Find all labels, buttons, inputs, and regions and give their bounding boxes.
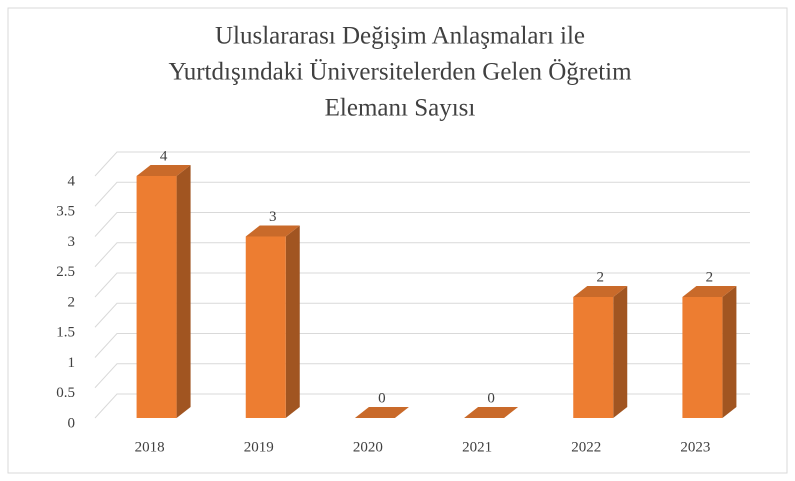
bar	[573, 286, 628, 418]
grid-line	[94, 212, 750, 237]
bar	[136, 165, 191, 418]
data-label: 4	[160, 148, 168, 164]
data-label: 0	[378, 390, 386, 406]
bar-front	[682, 297, 723, 418]
y-tick-label: 3.5	[56, 204, 75, 220]
bar-top	[354, 407, 409, 418]
grid-line	[94, 242, 750, 268]
bar	[464, 407, 519, 418]
grid-line	[94, 302, 750, 328]
x-tick-label: 2022	[571, 439, 601, 455]
chart-title: Uluslararası Değişim Anlaşmaları ile	[215, 23, 585, 50]
y-tick-label: 0.5	[56, 385, 75, 401]
bar-side	[176, 165, 191, 418]
x-tick-label: 2023	[680, 439, 710, 455]
bar-front	[136, 176, 177, 418]
bar-side	[285, 225, 300, 418]
data-label: 2	[706, 269, 714, 285]
x-tick-label: 2018	[135, 439, 165, 455]
bar-side	[613, 286, 628, 418]
x-tick-label: 2019	[244, 439, 274, 455]
bar-top	[573, 286, 628, 297]
bar-top	[245, 225, 300, 237]
data-label: 0	[487, 390, 495, 406]
data-label: 3	[269, 209, 277, 225]
grid-line	[94, 333, 750, 358]
y-tick-label: 3	[68, 234, 76, 250]
y-tick-label: 2	[68, 294, 76, 310]
x-tick-label: 2020	[353, 439, 383, 455]
bar	[354, 407, 409, 418]
grid-line	[94, 363, 750, 389]
bar-top	[682, 286, 737, 297]
x-tick-label: 2021	[462, 439, 492, 455]
y-tick-label: 0	[68, 415, 76, 431]
bar-top	[464, 407, 519, 418]
bar	[682, 286, 737, 418]
grid-line	[94, 151, 750, 177]
bar	[245, 225, 300, 418]
bar-top	[136, 165, 191, 176]
y-tick-label: 1	[68, 355, 76, 371]
y-tick-label: 4	[68, 173, 76, 189]
bar-side	[722, 286, 737, 418]
y-tick-label: 2.5	[56, 264, 75, 280]
bar-front	[245, 236, 286, 418]
bar-front	[573, 297, 614, 418]
chart-title: Yurtdışındaki Üniversitelerden Gelen Öğr…	[168, 59, 632, 86]
grid-line	[94, 272, 750, 298]
grid-line	[94, 393, 750, 419]
data-label: 2	[597, 269, 605, 285]
chart-title: Elemanı Sayısı	[325, 95, 476, 122]
y-tick-label: 1.5	[56, 325, 75, 341]
grid-line	[94, 181, 750, 207]
